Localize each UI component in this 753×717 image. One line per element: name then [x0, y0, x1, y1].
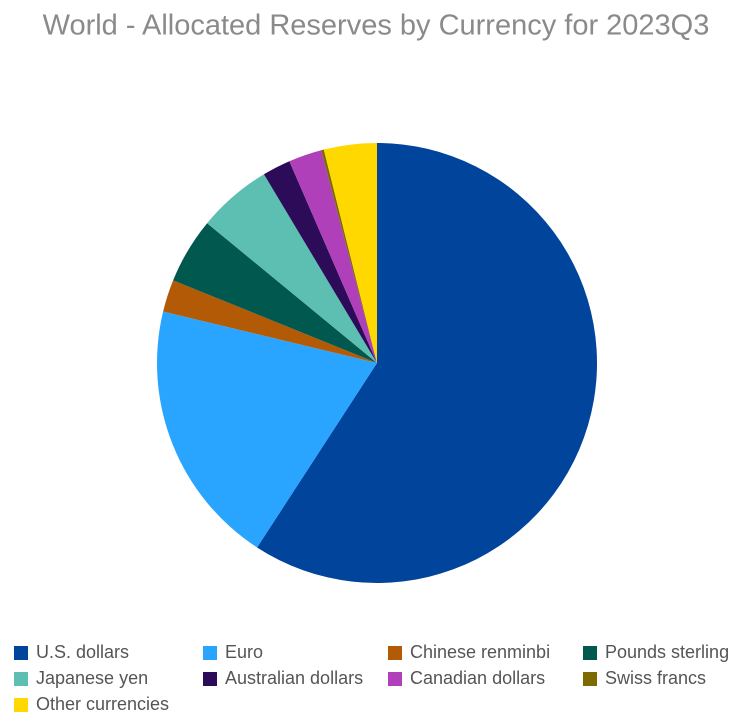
legend-swatch [14, 698, 28, 712]
legend-label: Euro [225, 642, 263, 662]
legend-label: Canadian dollars [410, 668, 545, 688]
legend-label: Australian dollars [225, 668, 363, 688]
pie-slice [163, 280, 377, 363]
pie-slice [173, 223, 377, 363]
legend-label: Japanese yen [36, 668, 148, 688]
legend-swatch [583, 672, 597, 686]
legend-label: Chinese renminbi [410, 642, 550, 662]
pie-slice [257, 143, 597, 583]
legend-label: Swiss francs [605, 668, 706, 688]
legend-label: U.S. dollars [36, 642, 129, 662]
pie-slice [263, 161, 377, 363]
legend-swatch [203, 672, 217, 686]
legend-swatch [583, 646, 597, 660]
pie-slice [289, 150, 377, 363]
legend-swatch [388, 672, 402, 686]
legend-swatch [14, 646, 28, 660]
pie-slice [157, 311, 377, 548]
pie-slice [207, 174, 377, 363]
legend-label: Pounds sterling [605, 642, 729, 662]
legend-swatch [203, 646, 217, 660]
legend-swatch [14, 672, 28, 686]
legend-swatch [388, 646, 402, 660]
pie-slice [321, 149, 377, 363]
pie-slice [323, 143, 377, 363]
chart-title: World - Allocated Reserves by Currency f… [43, 10, 710, 42]
legend-label: Other currencies [36, 694, 169, 714]
